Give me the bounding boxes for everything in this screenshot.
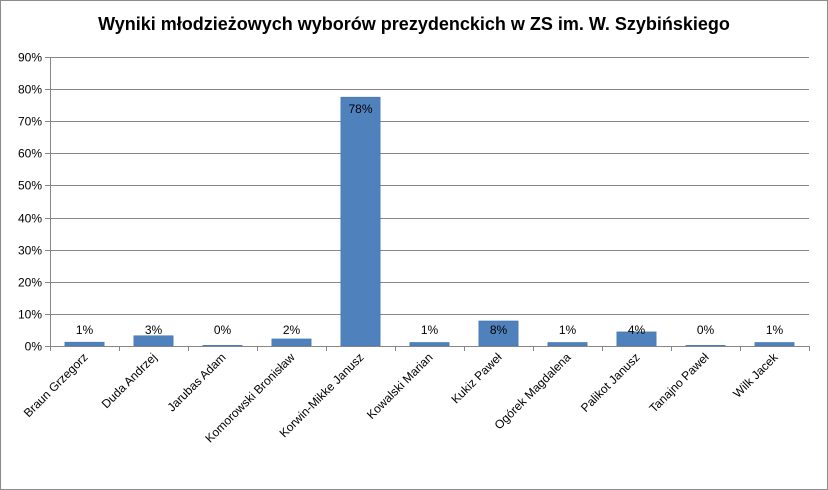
y-tick-label: 40%: [18, 212, 42, 226]
y-tick-label: 90%: [18, 51, 42, 65]
bar: [340, 96, 381, 347]
data-label: 1%: [559, 323, 577, 337]
x-category-label: Braun Grzegorz: [21, 350, 91, 420]
y-tick-label: 70%: [18, 115, 42, 129]
y-tick-label: 80%: [18, 83, 42, 97]
y-axis-ticks: 0% 10% 20% 30% 40% 50% 60% 70% 80% 90%: [18, 51, 42, 354]
x-category-label: Duda Andrzej: [99, 350, 160, 411]
y-tick-label: 10%: [18, 308, 42, 322]
data-label: 0%: [214, 323, 232, 337]
data-label: 1%: [766, 323, 784, 337]
x-axis-categories: Braun Grzegorz Duda Andrzej Jarubas Adam Ko…: [21, 350, 781, 446]
gridlines: [45, 57, 810, 351]
data-label: 3%: [145, 323, 163, 337]
chart-title: Wyniki młodzieżowych wyborów prezydencki…: [98, 14, 730, 34]
data-label: 8%: [490, 323, 508, 337]
data-labels: 1% 3% 0% 2% 78% 1% 8% 1% 4% 0% 1%: [76, 102, 784, 337]
data-label: 78%: [348, 102, 372, 116]
data-label: 4%: [628, 323, 646, 337]
x-category-label: Wilk Jacek: [730, 350, 781, 401]
bar: [547, 342, 588, 347]
bar: [754, 342, 795, 347]
bars: [64, 96, 795, 347]
y-tick-label: 60%: [18, 147, 42, 161]
x-category-label: Tanajno Paweł: [647, 350, 712, 415]
data-label: 1%: [76, 323, 94, 337]
bar: [478, 320, 519, 347]
data-label: 0%: [697, 323, 715, 337]
axes: [50, 57, 809, 347]
y-tick-label: 30%: [18, 244, 42, 258]
bar: [133, 335, 174, 347]
bar: [64, 341, 105, 347]
data-label: 2%: [283, 323, 301, 337]
bar: [409, 342, 450, 347]
bar: [685, 345, 726, 347]
x-category-label: Jarubas Adam: [164, 350, 228, 414]
bar: [271, 338, 312, 347]
y-tick-label: 0%: [25, 340, 43, 354]
x-category-label: Kowalski Marian: [364, 350, 436, 422]
y-tick-label: 50%: [18, 179, 42, 193]
x-category-label: Palikot Janusz: [578, 350, 643, 415]
x-category-label: Kukiz Paweł: [448, 350, 504, 406]
data-label: 1%: [421, 323, 439, 337]
bar: [202, 345, 243, 347]
y-tick-label: 20%: [18, 276, 42, 290]
x-category-label: Ogórek Magdalena: [492, 350, 574, 432]
